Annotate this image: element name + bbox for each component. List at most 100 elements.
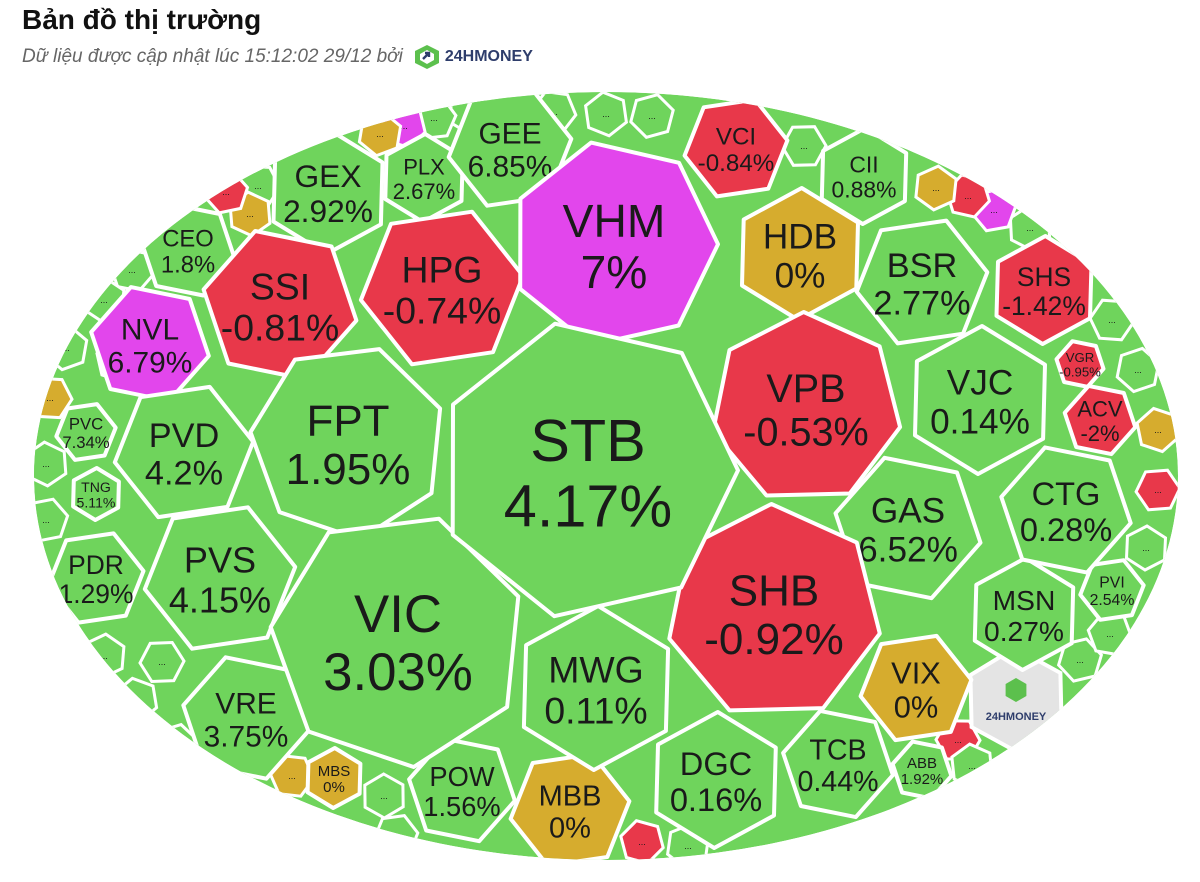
stock-cell-shape bbox=[71, 466, 121, 522]
placeholder-label: ... bbox=[42, 515, 50, 525]
placeholder-cell[interactable]: ... bbox=[914, 164, 958, 212]
placeholder-label: ... bbox=[88, 773, 96, 783]
stock-ticker: SHS bbox=[1017, 262, 1071, 292]
stock-change: 1.56% bbox=[423, 791, 500, 822]
stock-ticker: MSN bbox=[993, 584, 1056, 616]
placeholder-label: ... bbox=[172, 741, 180, 751]
stock-cell-hpg[interactable]: HPG-0.74% bbox=[358, 209, 526, 367]
stock-cell-shb[interactable]: SHB-0.92% bbox=[667, 502, 882, 713]
stock-cell-vci[interactable]: VCI-0.84% bbox=[682, 97, 790, 199]
stock-cell-vpb[interactable]: VPB-0.53% bbox=[711, 310, 903, 498]
stock-ticker: DGC bbox=[680, 745, 752, 782]
stock-ticker: PVC bbox=[69, 414, 103, 433]
placeholder-label: ... bbox=[46, 393, 54, 403]
stock-cell-ssi[interactable]: SSI-0.81% bbox=[201, 229, 359, 381]
placeholder-cell[interactable]: ... bbox=[1134, 468, 1180, 512]
placeholder-label: ... bbox=[56, 645, 64, 655]
stock-ticker: HDB bbox=[763, 218, 837, 257]
page-title: Bản đồ thị trường bbox=[22, 4, 262, 35]
stock-change: 0.16% bbox=[670, 781, 762, 818]
stock-ticker: CTG bbox=[1032, 475, 1101, 512]
stock-ticker: MWG bbox=[548, 648, 644, 690]
stock-change: 6.79% bbox=[108, 346, 193, 379]
stock-ticker: GEE bbox=[478, 118, 541, 151]
placeholder-cell[interactable]: ... bbox=[36, 627, 84, 673]
placeholder-cell[interactable]: ... bbox=[68, 756, 116, 800]
stock-cell-acv[interactable]: ACV-2% bbox=[1062, 383, 1138, 457]
placeholder-cell[interactable]: ... bbox=[26, 440, 68, 488]
placeholder-label: ... bbox=[42, 459, 50, 469]
stock-ticker: CII bbox=[849, 152, 878, 178]
placeholder-cell[interactable]: ... bbox=[138, 640, 186, 684]
stock-cell-shape bbox=[1062, 383, 1138, 457]
placeholder-label: ... bbox=[990, 205, 998, 215]
stock-cell-shape bbox=[521, 604, 671, 772]
stock-cell-shape bbox=[508, 752, 632, 860]
placeholder-cell[interactable]: ... bbox=[1088, 298, 1136, 342]
placeholder-label: ... bbox=[602, 109, 610, 119]
stock-ticker: ACV bbox=[1077, 397, 1123, 422]
placeholder-label: ... bbox=[430, 113, 438, 123]
placeholder-cell[interactable]: ... bbox=[629, 93, 675, 139]
stock-ticker: VPB bbox=[766, 367, 845, 411]
placeholder-cell[interactable]: ... bbox=[113, 676, 159, 724]
placeholder-label: ... bbox=[128, 265, 136, 275]
placeholder-cell[interactable]: ... bbox=[780, 125, 828, 167]
brand-logo[interactable]: 24HMONEY bbox=[413, 44, 533, 70]
stock-change: 0.14% bbox=[930, 402, 1030, 441]
placeholder-cell[interactable]: ... bbox=[363, 772, 405, 820]
stock-ticker: NVL bbox=[121, 314, 179, 347]
stock-change: -0.81% bbox=[221, 307, 339, 349]
stock-change: -0.74% bbox=[383, 290, 501, 332]
stock-change: 0.88% bbox=[832, 177, 897, 203]
stock-cell-shape bbox=[833, 455, 983, 601]
stock-change: -0.95% bbox=[1059, 365, 1101, 380]
placeholder-cell[interactable]: ... bbox=[583, 92, 629, 138]
placeholder-label: ... bbox=[964, 191, 972, 201]
placeholder-cell[interactable]: ... bbox=[82, 632, 126, 680]
placeholder-label: ... bbox=[1154, 485, 1162, 495]
brand-mark-icon bbox=[1005, 678, 1027, 702]
stock-cell-shape bbox=[913, 324, 1047, 476]
placeholder-label: ... bbox=[132, 695, 140, 705]
placeholder-cell[interactable]: ... bbox=[1124, 524, 1168, 572]
stock-ticker: MBS bbox=[318, 763, 351, 780]
placeholder-cell[interactable]: ... bbox=[619, 819, 665, 864]
stock-change: -2% bbox=[1080, 421, 1119, 446]
stock-cell-shape bbox=[407, 736, 517, 844]
stock-cell-shape bbox=[711, 310, 903, 498]
stock-cell-shs[interactable]: SHS-1.42% bbox=[994, 234, 1094, 346]
stock-change: 6.52% bbox=[858, 530, 958, 569]
stock-change: 0.11% bbox=[544, 690, 647, 732]
stock-cell-shape bbox=[858, 633, 974, 743]
stock-ticker: SHB bbox=[729, 566, 819, 615]
stock-change: 1.95% bbox=[286, 445, 411, 494]
placeholder-label: ... bbox=[648, 111, 656, 121]
